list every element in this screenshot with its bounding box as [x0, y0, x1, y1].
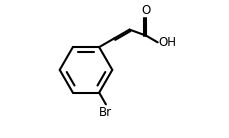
Text: O: O	[141, 4, 150, 17]
Text: OH: OH	[158, 36, 176, 49]
Text: Br: Br	[99, 106, 112, 119]
